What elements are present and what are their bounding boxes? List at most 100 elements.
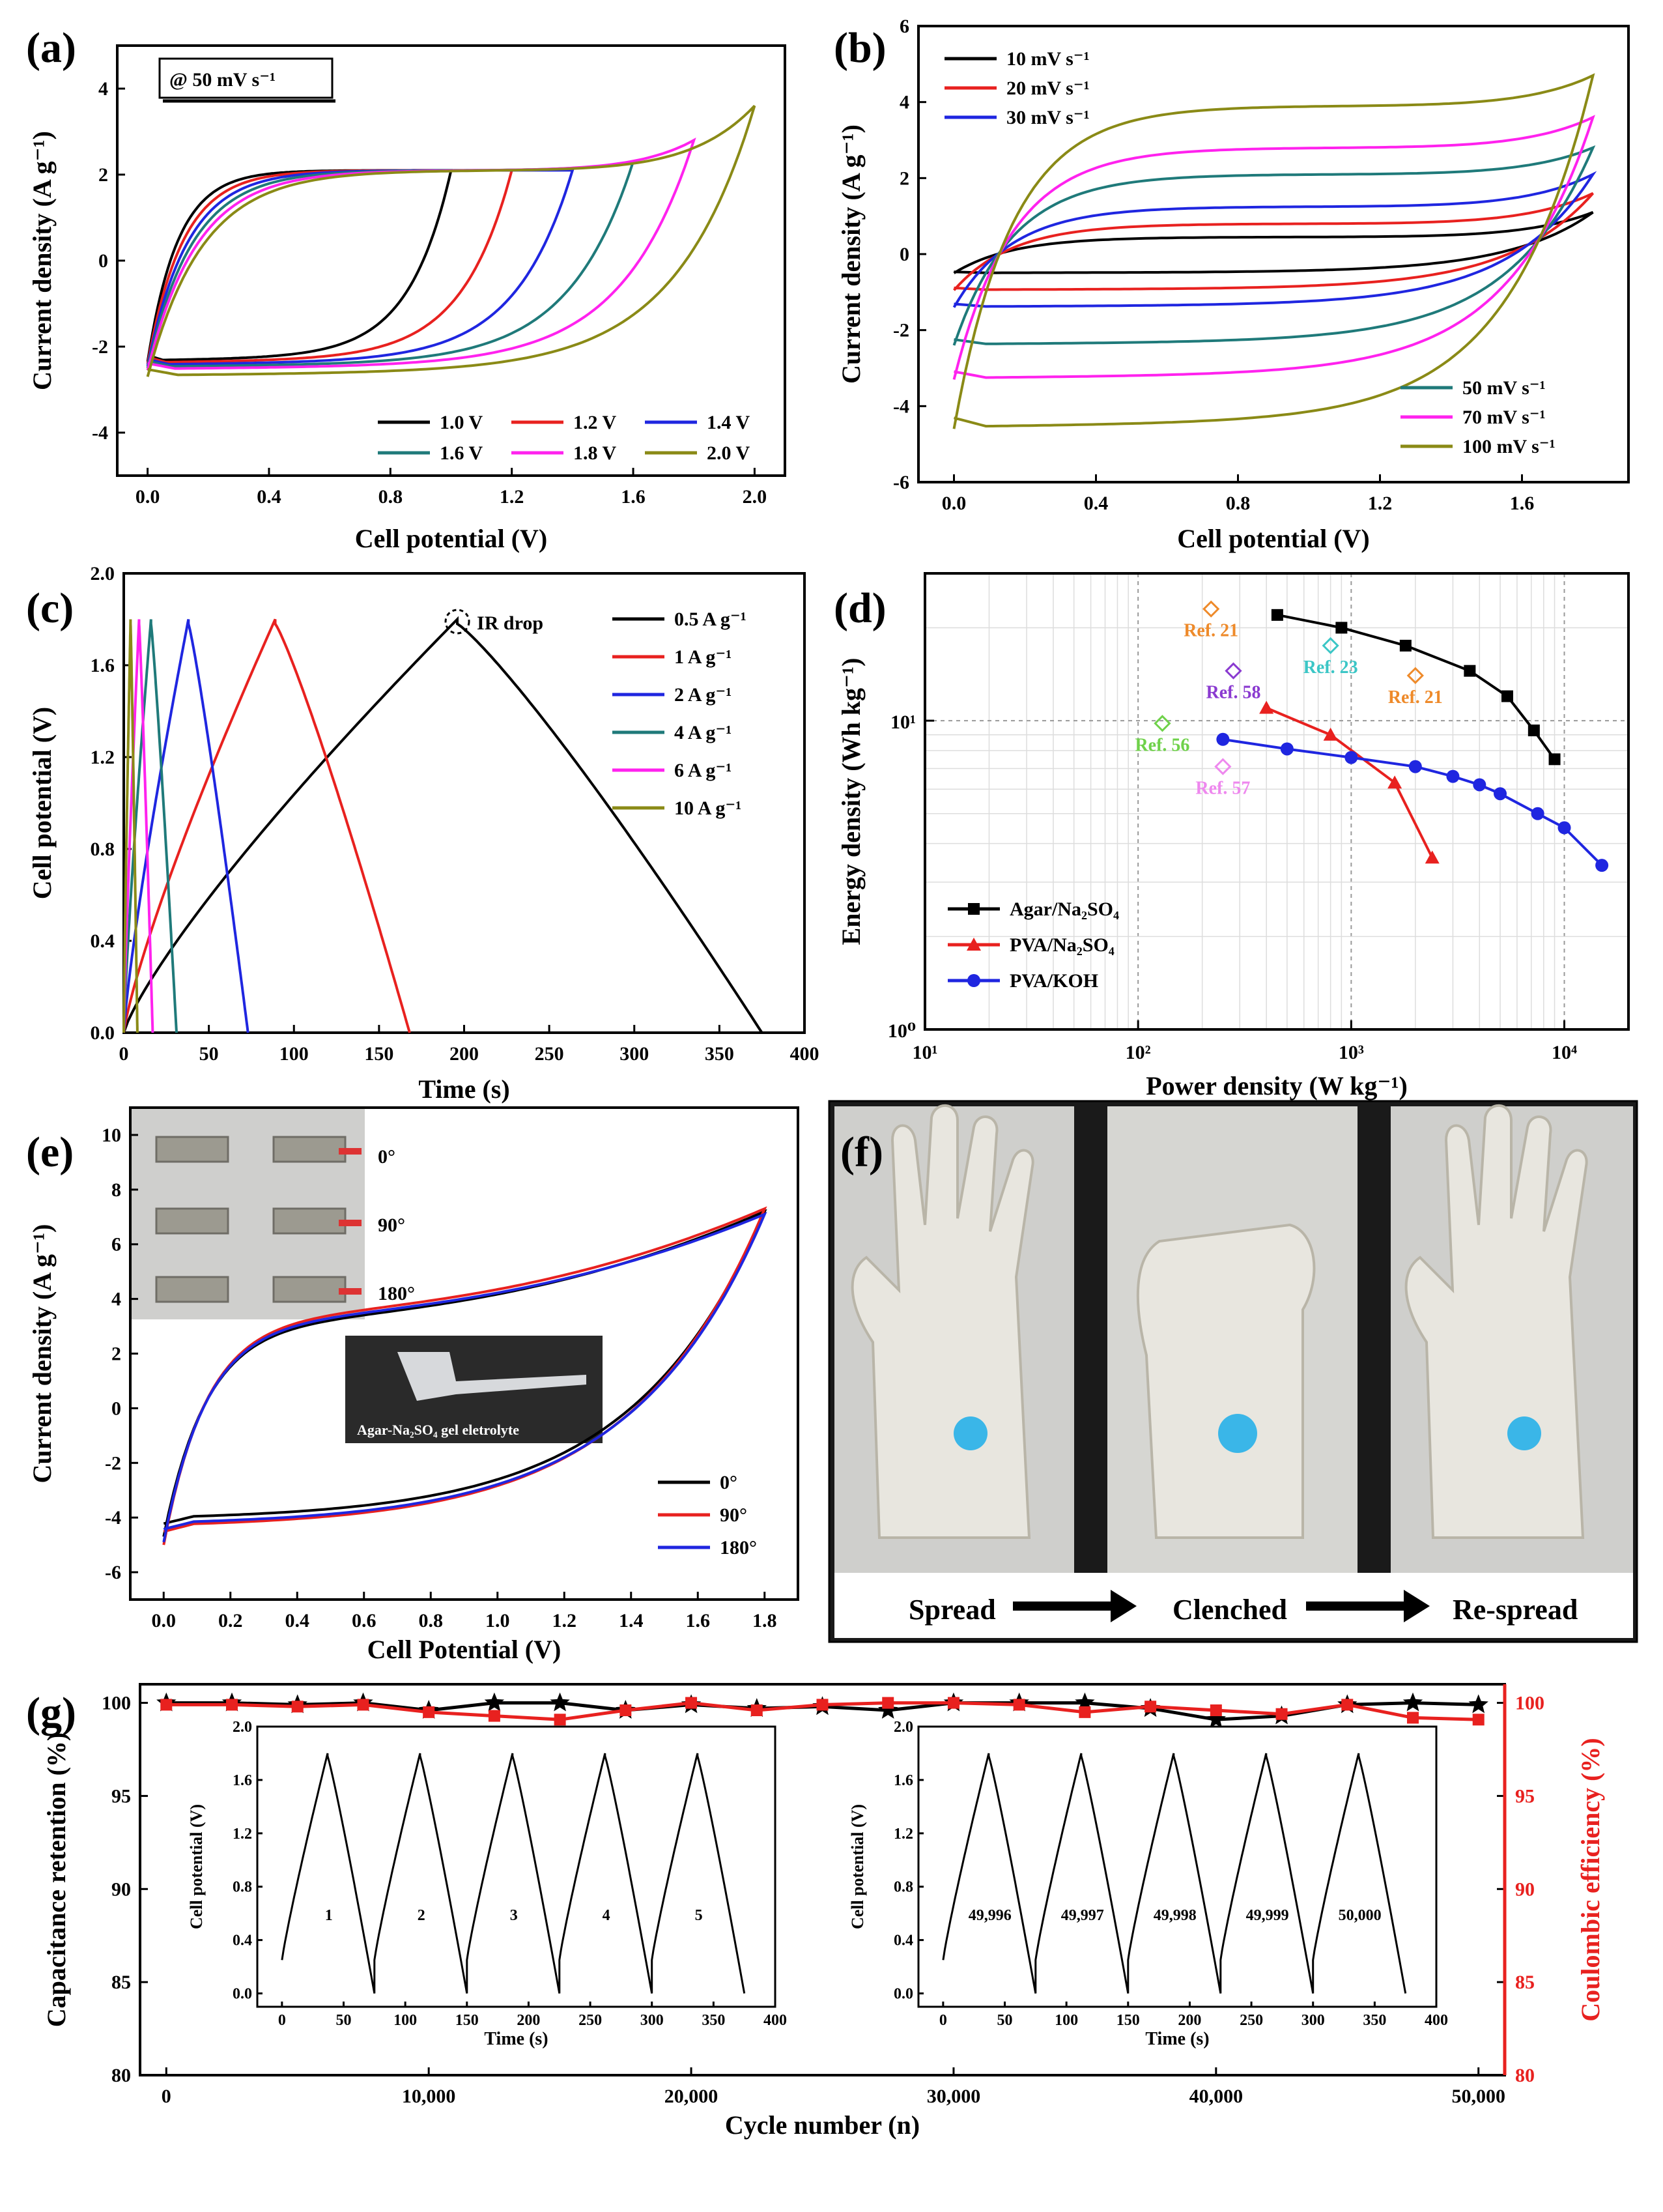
panel-c-xtick-label: 100 (279, 1043, 309, 1065)
inset-2-ytick-label: 1.6 (894, 1772, 913, 1789)
panel-c-legend-1-label: 1 A g⁻¹ (674, 646, 732, 668)
panel-g-point (619, 1704, 632, 1716)
inset-2-cycle-label: 50,000 (1339, 1907, 1382, 1924)
inset-2-curve (942, 1753, 1407, 1994)
inset-2-cycle-label: 49,999 (1246, 1907, 1289, 1924)
inset-1-ytick-label: 0.0 (233, 1986, 252, 2003)
panel-g-point (423, 1706, 435, 1718)
panel-c-ytick-label: 0.0 (91, 1022, 115, 1044)
ir-drop-annotation: IR drop (477, 612, 543, 634)
inset-1-xtick-label: 400 (763, 2012, 787, 2029)
panel-d-point (1216, 732, 1230, 746)
panel-label-c: (c) (26, 584, 74, 632)
panel-a-ytick-label: 2 (98, 164, 108, 186)
inset-2-ytick-label: 0.8 (894, 1879, 913, 1896)
inset-1-xtick-label: 300 (640, 2012, 664, 2029)
panel-d-ref-label: Ref. 56 (1135, 735, 1189, 755)
panel-d-point (1408, 760, 1422, 773)
panel-e-xtick-label: 0.0 (152, 1610, 177, 1631)
panel-a-series-3 (146, 160, 635, 369)
panel-a-xtick-label: 0.4 (257, 486, 281, 508)
panel-b-legend-2-label: 30 mV s⁻¹ (1006, 107, 1090, 128)
panel-a-legend-2-label: 1.4 V (707, 412, 750, 433)
panel-a-ylabel: Current density (A g⁻¹) (27, 131, 57, 390)
panel-e-series-2 (162, 1211, 767, 1543)
step-respread: Re-spread (1453, 1594, 1578, 1626)
panel-e-ytick-label: -4 (105, 1507, 121, 1529)
panel-e-legend-2-label: 180° (720, 1537, 757, 1558)
arrow-icon (1013, 1590, 1430, 1622)
panel-d-ref-marker (1322, 637, 1339, 655)
inset-2-cycle-label: 49,997 (1061, 1907, 1104, 1924)
inset-1-xtick-label: 200 (517, 2012, 540, 2029)
panel-g-right-ytick-label: 95 (1515, 1785, 1535, 1807)
panel-b-ytick-label: -4 (893, 395, 909, 417)
panel-e-ytick-label: 2 (111, 1343, 121, 1365)
panel-d-xtick-label: 10¹ (913, 1042, 938, 1063)
panel-e-xtick-label: 1.0 (485, 1610, 510, 1631)
panel-d-point (1595, 859, 1609, 872)
panel-g-point (1468, 1694, 1488, 1714)
panel-a-legend-4-label: 1.8 V (573, 442, 616, 464)
inset-1-xtick-label: 250 (578, 2012, 602, 2029)
panel-e-ytick-label: 6 (111, 1234, 121, 1256)
panel-b-xtick-label: 0.0 (942, 493, 967, 514)
panel-d-point (1344, 751, 1358, 764)
panel-g-xtick-label: 10,000 (402, 2086, 456, 2107)
panel-d-point (1259, 700, 1274, 714)
panel-e-xtick-label: 0.2 (218, 1610, 243, 1631)
panel-a-ytick-label: 0 (98, 250, 108, 272)
panel-e-xtick-label: 0.4 (285, 1610, 310, 1631)
panel-f-photos: Spread Clenched Re-spread (828, 1100, 1638, 1643)
panel-d-ref-label: Ref. 21 (1184, 621, 1238, 641)
panel-g-right-ytick-label: 80 (1515, 2065, 1535, 2086)
inset-1-ytick-label: 2.0 (233, 1719, 252, 1736)
panel-d-ytick-label: 10⁰ (888, 1020, 916, 1042)
panel-a-series-4 (146, 137, 696, 371)
panel-g-xtick-label: 20,000 (664, 2086, 718, 2107)
panel-g-point (488, 1710, 500, 1722)
panel-c-xtick-label: 300 (619, 1043, 649, 1065)
panel-label-b: (b) (834, 24, 887, 72)
inset-2-ytick-label: 0.0 (894, 1986, 913, 2003)
panel-g-point (1406, 1712, 1419, 1724)
panel-g-ytick-label: 100 (102, 1693, 131, 1714)
panel-c-series-2 (122, 619, 249, 1033)
panel-b-xtick-label: 1.2 (1368, 493, 1393, 514)
panel-e-xtick-label: 1.6 (686, 1610, 711, 1631)
panel-d-point (1399, 639, 1412, 652)
panel-labels: (a) (b) (c) (d) (e) (f) (g) (26, 24, 887, 1736)
panel-g-point (226, 1699, 238, 1711)
panel-a-series-0 (146, 169, 453, 362)
panel-g-point (1341, 1699, 1354, 1711)
panel-c-series-0 (122, 616, 763, 1034)
panel-label-g: (g) (26, 1689, 76, 1736)
panel-a-series-5 (146, 105, 756, 377)
panel-d-ref-label: Ref. 21 (1388, 687, 1443, 708)
spread-hand-icon (851, 1104, 1034, 1539)
panel-c-legend-0-label: 0.5 A g⁻¹ (674, 609, 746, 630)
clenched-hand-icon (1136, 1223, 1316, 1539)
panel-c-xtick-label: 400 (790, 1043, 819, 1065)
photo-label-180: 180° (378, 1283, 415, 1304)
panel-b-series-0 (953, 210, 1594, 274)
panel-d-point (1494, 787, 1507, 801)
inset-2-xlabel: Time (s) (1145, 2029, 1209, 2049)
panel-g-point (554, 1714, 566, 1726)
panel-c-legend-2-label: 2 A g⁻¹ (674, 684, 732, 706)
panel-d-series-2 (1223, 738, 1603, 867)
panel-b-xtick-label: 0.8 (1226, 493, 1251, 514)
panel-g-point (1013, 1699, 1025, 1711)
panel-e-ytick-label: 4 (111, 1289, 121, 1310)
panel-g-point (816, 1699, 829, 1711)
panel-e-xtick-label: 1.4 (619, 1610, 644, 1631)
panel-g-xtick-label: 0 (162, 2086, 171, 2107)
panel-c-ytick-label: 2.0 (91, 563, 115, 584)
panel-d-point (1464, 665, 1476, 677)
panel-g-right-ytick-label: 100 (1515, 1693, 1544, 1714)
panel-c-legend-4-label: 6 A g⁻¹ (674, 760, 732, 781)
panel-a-xtick-label: 1.2 (500, 486, 524, 508)
panel-g-ytick-label: 95 (111, 1785, 131, 1807)
panel-g-xtick-label: 50,000 (1451, 2086, 1505, 2107)
